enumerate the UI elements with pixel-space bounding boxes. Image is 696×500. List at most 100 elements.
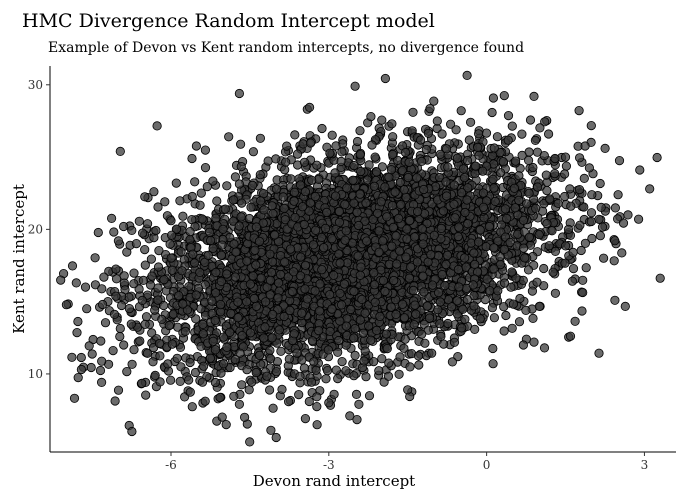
- data-point: [380, 73, 390, 84]
- data-point: [481, 242, 491, 252]
- data-point: [416, 156, 427, 166]
- data-point: [452, 153, 462, 163]
- data-point: [452, 296, 462, 306]
- data-point: [197, 377, 208, 387]
- data-point: [355, 126, 365, 136]
- data-point: [413, 351, 423, 361]
- data-point: [153, 202, 163, 212]
- data-point: [469, 301, 479, 311]
- data-point: [550, 169, 560, 179]
- data-point: [292, 149, 303, 159]
- data-point: [100, 318, 111, 328]
- chart-title: HMC Divergence Random Intercept model: [22, 10, 435, 32]
- data-point: [460, 314, 470, 324]
- data-point: [352, 136, 363, 147]
- data-point: [149, 187, 159, 197]
- data-point: [312, 420, 322, 430]
- data-point: [578, 275, 588, 285]
- data-point: [237, 380, 247, 390]
- data-point: [540, 117, 550, 127]
- data-point: [142, 348, 153, 358]
- data-point: [67, 352, 77, 362]
- data-point: [587, 233, 597, 244]
- data-point: [559, 191, 570, 202]
- data-point: [131, 239, 141, 249]
- data-point: [499, 91, 509, 101]
- data-point: [247, 377, 257, 387]
- data-point: [333, 347, 343, 357]
- data-point: [349, 371, 359, 381]
- data-point: [310, 192, 320, 202]
- data-point: [109, 227, 119, 237]
- data-point: [166, 375, 176, 385]
- data-point: [108, 345, 118, 356]
- data-point: [228, 195, 239, 205]
- data-point: [176, 362, 186, 372]
- data-point: [178, 211, 188, 221]
- data-point: [138, 228, 148, 238]
- data-point: [574, 106, 584, 116]
- data-point: [321, 374, 331, 384]
- data-point: [200, 145, 210, 155]
- data-point: [143, 219, 153, 229]
- data-point: [137, 378, 147, 388]
- data-point: [311, 365, 321, 375]
- data-point: [435, 319, 445, 329]
- data-point: [299, 363, 309, 373]
- data-point: [235, 348, 245, 358]
- data-point: [458, 164, 468, 174]
- data-point: [160, 197, 170, 207]
- data-point: [151, 225, 161, 236]
- data-point: [383, 371, 394, 381]
- data-point: [97, 284, 107, 294]
- data-point: [565, 331, 576, 341]
- data-point: [364, 391, 375, 401]
- data-point: [113, 385, 124, 395]
- data-point: [263, 156, 273, 166]
- data-point: [610, 236, 620, 246]
- data-point: [184, 375, 194, 385]
- data-point: [438, 339, 449, 349]
- data-point: [119, 340, 129, 350]
- data-point: [300, 413, 310, 424]
- data-point: [462, 70, 472, 81]
- data-point: [595, 231, 606, 241]
- data-point: [503, 111, 514, 121]
- data-point: [265, 353, 276, 364]
- data-point: [489, 313, 499, 323]
- data-point: [200, 163, 211, 173]
- data-point: [312, 160, 322, 170]
- data-point: [224, 132, 234, 142]
- data-point: [90, 253, 100, 263]
- data-point: [495, 168, 506, 178]
- data-point: [507, 323, 517, 333]
- data-point: [97, 356, 107, 366]
- data-point: [185, 357, 195, 368]
- data-point: [635, 165, 645, 175]
- data-point: [334, 335, 344, 346]
- data-point: [503, 135, 513, 145]
- data-point: [364, 160, 374, 170]
- data-point: [150, 305, 160, 315]
- data-point: [124, 303, 134, 314]
- data-point: [508, 299, 519, 309]
- data-point: [129, 345, 139, 355]
- data-point: [331, 365, 341, 375]
- data-point: [399, 343, 409, 353]
- data-point: [600, 143, 610, 153]
- data-point: [327, 130, 337, 140]
- data-point: [655, 273, 665, 283]
- data-point: [96, 336, 106, 346]
- data-point: [561, 161, 572, 171]
- data-point: [129, 268, 139, 278]
- data-point: [175, 196, 185, 206]
- data-point: [397, 166, 407, 176]
- data-point: [445, 119, 456, 129]
- data-point: [286, 174, 296, 184]
- data-point: [501, 310, 511, 321]
- chart-subtitle: Example of Devon vs Kent random intercep…: [48, 40, 525, 56]
- data-point: [141, 390, 151, 400]
- data-point: [187, 191, 197, 202]
- data-point: [141, 312, 152, 322]
- data-point: [420, 338, 430, 348]
